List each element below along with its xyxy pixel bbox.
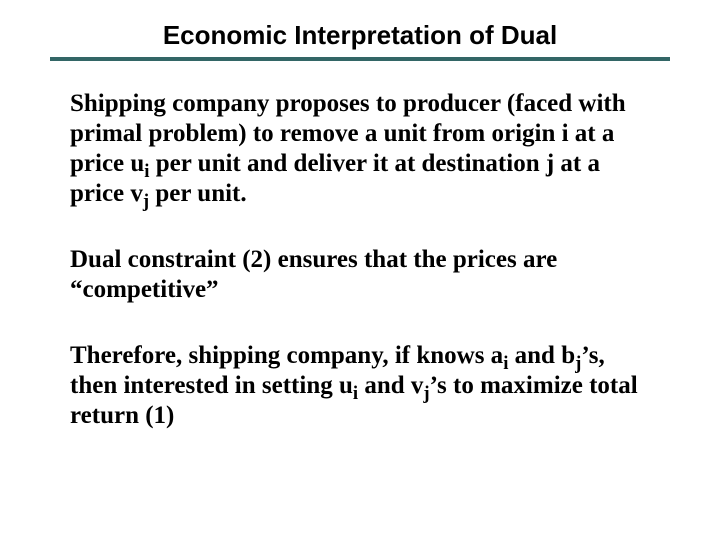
- p2-text-1: Dual constraint (2) ensures that the pri…: [70, 246, 557, 303]
- paragraph-1: Shipping company proposes to producer (f…: [70, 89, 650, 209]
- slide-title: Economic Interpretation of Dual: [40, 20, 680, 51]
- paragraph-3: Therefore, shipping company, if knows ai…: [70, 341, 650, 431]
- slide-container: Economic Interpretation of Dual Shipping…: [0, 0, 720, 540]
- p3-text-1: Therefore, shipping company, if knows a: [70, 342, 503, 369]
- p3-text-2: and b: [508, 342, 575, 369]
- title-rule: [50, 57, 670, 61]
- p1-text-3: per unit.: [149, 180, 246, 207]
- paragraph-2: Dual constraint (2) ensures that the pri…: [70, 245, 650, 305]
- body-content: Shipping company proposes to producer (f…: [40, 89, 680, 431]
- p3-text-4: and v: [358, 372, 423, 399]
